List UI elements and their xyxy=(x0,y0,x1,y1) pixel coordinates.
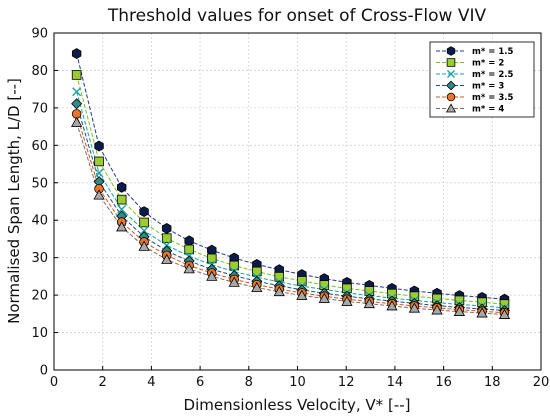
y-tick-label: 30 xyxy=(31,251,48,266)
data-point xyxy=(94,168,104,178)
data-point xyxy=(363,297,375,309)
legend-label: m* = 4 xyxy=(472,105,504,115)
data-point xyxy=(273,285,285,297)
legend-marker xyxy=(447,70,455,78)
x-tick-label: 16 xyxy=(435,375,452,390)
data-point xyxy=(71,98,83,110)
legend-label: m* = 3.5 xyxy=(472,93,513,103)
data-point xyxy=(184,235,194,247)
x-tick-label: 8 xyxy=(245,375,253,390)
data-point xyxy=(386,300,398,311)
data-point xyxy=(341,295,353,306)
x-tick-label: 6 xyxy=(196,375,204,390)
legend-label: m* = 2.5 xyxy=(472,70,513,80)
legend-label: m* = 1.5 xyxy=(472,47,513,57)
x-tick-label: 18 xyxy=(484,375,501,390)
data-point xyxy=(117,181,127,193)
data-point xyxy=(71,116,83,127)
x-tick-label: 14 xyxy=(387,375,404,390)
y-axis-label: Normalised Span Length, L/D [--] xyxy=(5,78,23,324)
legend-marker xyxy=(445,103,457,113)
y-tick-label: 40 xyxy=(31,214,48,229)
series-markers xyxy=(71,48,511,319)
data-point xyxy=(431,304,443,315)
series-markers-group xyxy=(71,116,511,319)
chart-title: Threshold values for onset of Cross-Flow… xyxy=(107,6,487,26)
legend-label: m* = 2 xyxy=(472,59,504,69)
y-tick-label: 0 xyxy=(40,364,48,379)
x-tick-label: 12 xyxy=(338,375,355,390)
data-point xyxy=(162,240,172,250)
legend-box xyxy=(429,41,535,118)
data-point xyxy=(228,276,240,287)
x-tick-label: 20 xyxy=(533,375,550,390)
y-tick-label: 70 xyxy=(31,101,48,116)
data-point xyxy=(408,302,421,313)
x-tick-label: 4 xyxy=(147,375,155,390)
data-point xyxy=(162,223,172,234)
data-point xyxy=(93,189,105,200)
data-point xyxy=(296,289,308,300)
x-tick-label: 0 xyxy=(50,375,58,390)
data-point xyxy=(71,70,82,80)
x-axis-label: Dimensionless Velocity, V* [--] xyxy=(184,396,411,414)
data-point xyxy=(206,253,217,264)
y-tick-label: 60 xyxy=(31,139,48,154)
data-point xyxy=(318,292,330,303)
legend-marker xyxy=(446,46,456,56)
data-point xyxy=(139,217,149,228)
legend-marker xyxy=(446,80,456,91)
data-point xyxy=(229,260,239,271)
x-tick-label: 10 xyxy=(289,375,306,390)
data-point xyxy=(139,226,149,236)
x-tick-label: 2 xyxy=(99,375,107,390)
data-point xyxy=(94,140,104,152)
data-point xyxy=(71,48,82,60)
data-point xyxy=(161,233,172,243)
data-point xyxy=(161,253,173,264)
x-axis-ticks: 0 2 4 6 8 10 12 14 16 18 20 xyxy=(50,366,549,390)
data-point xyxy=(206,270,218,281)
data-point xyxy=(476,307,488,318)
legend-label: m* = 3 xyxy=(472,82,504,92)
legend-marker xyxy=(446,58,456,67)
y-tick-label: 10 xyxy=(31,326,48,341)
data-point xyxy=(184,244,194,255)
data-point xyxy=(116,194,127,205)
legend-marker xyxy=(446,92,456,102)
y-tick-label: 90 xyxy=(31,27,48,42)
data-point xyxy=(117,204,127,214)
data-point xyxy=(139,206,149,218)
data-point xyxy=(251,281,263,292)
legend: m* = 1.5 m* = 2m* = 2.5 m* = 3m* = 3.5 m* =… xyxy=(429,41,535,118)
data-point xyxy=(72,87,82,97)
series-markers-group xyxy=(71,70,510,309)
data-point xyxy=(498,308,511,319)
data-point xyxy=(116,221,128,232)
y-tick-label: 20 xyxy=(31,289,48,304)
data-point xyxy=(138,240,150,251)
y-tick-label: 80 xyxy=(31,64,48,79)
y-tick-label: 50 xyxy=(31,176,48,191)
data-point xyxy=(453,305,466,316)
y-axis-ticks: 0 10 20 30 40 50 60 70 80 90 xyxy=(31,27,58,379)
data-point xyxy=(183,263,195,274)
data-point xyxy=(94,156,104,167)
